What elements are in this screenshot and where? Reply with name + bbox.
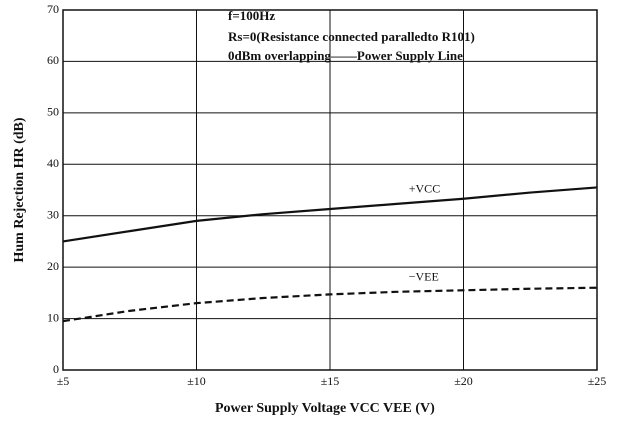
annotation: Rs=0(Resistance connected paralledto R10… (228, 29, 475, 44)
data-line (62, 286, 598, 323)
y-tick-label: 70 (47, 2, 59, 16)
y-axis-label: Hum Rejection HR (dB) (12, 117, 27, 262)
y-tick-label: 30 (47, 207, 59, 221)
y-tick-label: 50 (47, 105, 59, 119)
y-tick-label: 10 (47, 310, 59, 324)
data-line (62, 186, 598, 243)
series-label: +VCC (409, 182, 440, 196)
y-tick-label: 60 (47, 53, 59, 67)
x-tick-label: ±25 (588, 374, 607, 388)
x-tick-label: ±20 (454, 374, 473, 388)
x-tick-label: ±5 (57, 374, 70, 388)
series-label: −VEE (409, 270, 439, 284)
annotation: f=100Hz (228, 8, 275, 23)
x-tick-label: ±15 (321, 374, 340, 388)
y-tick-label: 20 (47, 259, 59, 273)
x-axis-label: Power Supply Voltage VCC VEE (V) (215, 401, 435, 416)
annotation: 0dBm overlapping——Power Supply Line (228, 48, 463, 63)
y-tick-label: 0 (53, 362, 59, 376)
y-tick-label: 40 (47, 156, 59, 170)
x-tick-label: ±10 (187, 374, 206, 388)
